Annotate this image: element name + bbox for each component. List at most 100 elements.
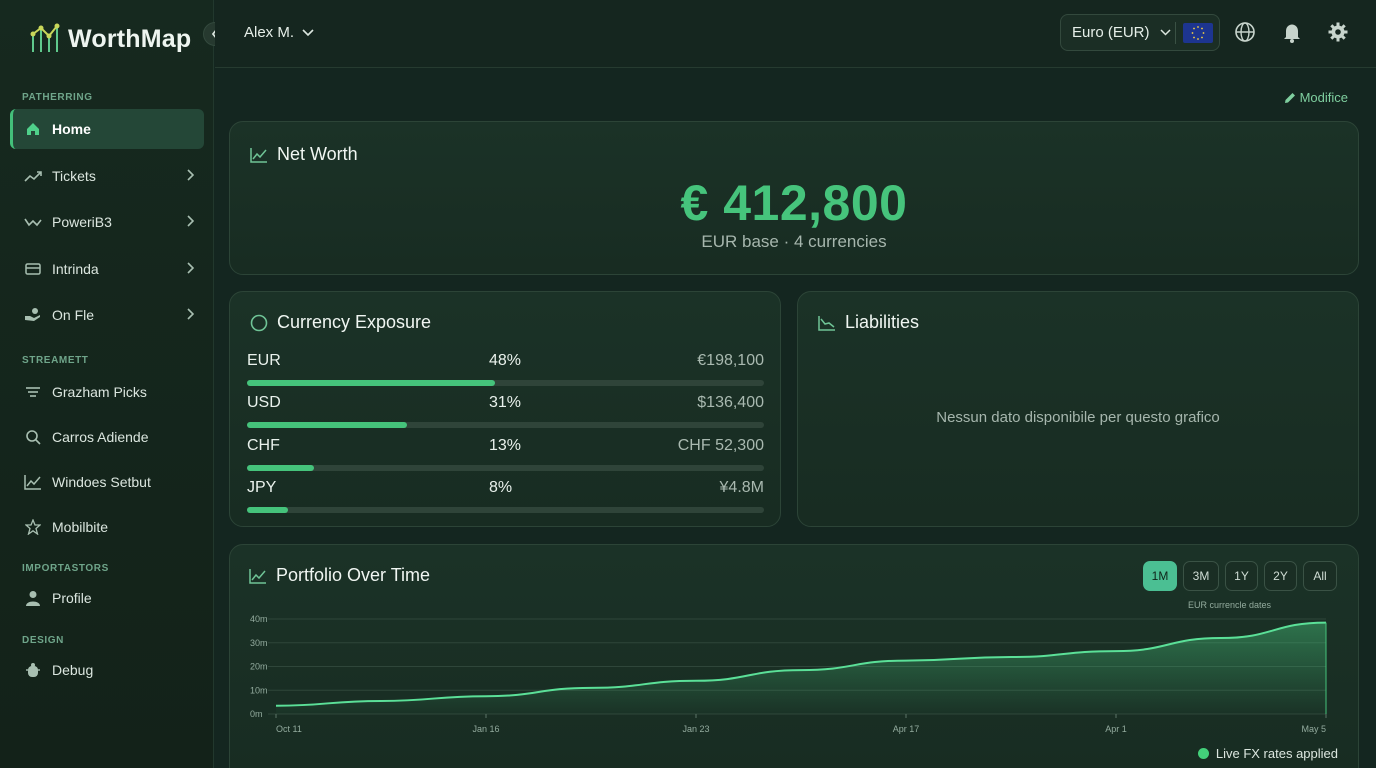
search-icon xyxy=(24,428,42,446)
sidebar-item-home[interactable]: Home xyxy=(10,109,204,149)
logo[interactable]: WorthMap xyxy=(28,22,191,56)
range-button-2y[interactable]: 2Y xyxy=(1264,561,1297,591)
currency-select[interactable]: Euro (EUR) xyxy=(1060,14,1220,51)
sidebar-item-mobilbite[interactable]: Mobilbite xyxy=(10,507,204,547)
progress-fill xyxy=(247,465,315,471)
currency-amount: ¥4.8M xyxy=(719,479,764,496)
net-worth-card: Net Worth € 412,800 EUR base · 4 currenc… xyxy=(229,121,1359,275)
card-icon xyxy=(24,260,42,278)
live-fx-legend: Live FX rates applied xyxy=(1197,746,1338,761)
portfolio-title: Portfolio Over Time xyxy=(276,565,431,585)
net-worth-subtitle: EUR base · 4 currencies xyxy=(701,232,887,251)
card-title: Net Worth xyxy=(250,144,358,165)
currency-percent: 8% xyxy=(489,479,513,496)
progress-track xyxy=(247,380,764,386)
status-dot xyxy=(1197,748,1209,759)
chevron-right-icon xyxy=(187,308,194,320)
y-tick-label: 40m xyxy=(250,614,268,624)
edit-link[interactable]: Modifice xyxy=(1284,90,1348,105)
section-title-streamett: STREAMETT xyxy=(22,355,89,366)
net-worth-value: € 412,800 xyxy=(680,175,908,231)
currency-amount: €198,100 xyxy=(697,352,764,369)
progress-fill xyxy=(247,380,496,386)
sidebar-item-intrinda[interactable]: Intrinda xyxy=(10,249,204,289)
sidebar-item-label: Grazham Picks xyxy=(52,384,147,400)
range-button-1m[interactable]: 1M xyxy=(1143,561,1177,591)
home-icon xyxy=(24,120,42,138)
x-tick-label: May 5 xyxy=(1301,724,1326,734)
star-icon xyxy=(24,518,42,536)
range-button-3m[interactable]: 3M xyxy=(1183,561,1219,591)
sidebar-item-label: Debug xyxy=(52,662,94,678)
currency-percent: 13% xyxy=(489,437,522,454)
app-name: WorthMap xyxy=(68,24,192,53)
user-icon xyxy=(24,589,42,607)
sidebar-item-carros-adiende[interactable]: Carros Adiende xyxy=(10,417,204,457)
liabilities-title: Liabilities xyxy=(845,312,920,332)
line-chart-icon xyxy=(249,568,266,584)
chevron-down-icon xyxy=(1159,29,1171,36)
card-title: Liabilities xyxy=(818,312,919,333)
exposure-row-eur: EUR 48% €198,100 xyxy=(247,352,764,394)
exposure-row-usd: USD 31% $136,400 xyxy=(247,394,764,436)
empty-state-message: Nessun dato disponibile per questo grafi… xyxy=(936,409,1220,426)
sidebar-item-debug[interactable]: Debug xyxy=(10,650,204,690)
y-tick-label: 10m xyxy=(250,685,268,695)
line-chart-icon xyxy=(250,147,267,163)
user-name: Alex M. xyxy=(244,24,295,41)
worthmap-logo-icon xyxy=(30,23,60,52)
exposure-row-chf: CHF 13% CHF 52,300 xyxy=(247,437,764,479)
currency-code: EUR xyxy=(247,352,281,369)
live-fx-label: Live FX rates applied xyxy=(1215,746,1338,761)
x-tick-label: Jan 16 xyxy=(472,724,499,734)
trend-wave-icon xyxy=(24,213,42,231)
portfolio-card: Portfolio Over Time 1M 3M 1Y 2Y All EUR … xyxy=(229,544,1359,768)
progress-fill xyxy=(247,422,408,428)
sidebar-item-label: PoweriB3 xyxy=(52,214,112,230)
globe-icon[interactable] xyxy=(1234,21,1256,43)
y-tick-label: 20m xyxy=(250,662,268,672)
sidebar: WorthMap PATHERRING Home Tickets PoweriB… xyxy=(0,0,214,768)
card-title: Currency Exposure xyxy=(250,312,431,333)
trend-down-icon xyxy=(818,315,835,331)
bell-icon[interactable] xyxy=(1281,21,1303,43)
sidebar-item-label: Carros Adiende xyxy=(52,429,149,445)
x-tick-label: Jan 23 xyxy=(682,724,709,734)
sidebar-item-profile[interactable]: Profile xyxy=(10,578,204,618)
gear-icon[interactable] xyxy=(1327,21,1349,43)
portfolio-chart: 0m 10m 20m 30m 40m Oct 11 Jan 16 Jan 23 Apr 17 Ap… xyxy=(250,614,1327,734)
section-title-patherring: PATHERRING xyxy=(22,92,93,103)
range-button-all[interactable]: All xyxy=(1303,561,1337,591)
chevron-right-icon xyxy=(187,262,194,274)
chevron-right-icon xyxy=(187,215,194,227)
user-menu[interactable]: Alex M. xyxy=(244,24,314,41)
currency-select-value: Euro (EUR) xyxy=(1072,24,1150,41)
y-tick-label: 30m xyxy=(250,638,268,648)
sidebar-item-grazham-picks[interactable]: Grazham Picks xyxy=(10,372,204,412)
exposure-row-jpy: JPY 8% ¥4.8M xyxy=(247,479,764,521)
currency-amount: $136,400 xyxy=(697,394,764,411)
edit-link-label: Modifice xyxy=(1299,90,1348,105)
chevron-right-icon xyxy=(187,169,194,181)
currency-amount: CHF 52,300 xyxy=(677,437,764,454)
sidebar-item-label: Intrinda xyxy=(52,261,99,277)
filter-icon xyxy=(24,383,42,401)
card-title: Portfolio Over Time xyxy=(249,565,430,586)
sidebar-item-powerib3[interactable]: PoweriB3 xyxy=(10,202,204,242)
series-area xyxy=(276,622,1326,714)
liabilities-card: Liabilities Nessun dato disponibile per … xyxy=(797,291,1359,527)
progress-track xyxy=(247,507,764,513)
sidebar-item-label: Tickets xyxy=(52,168,96,184)
series-line xyxy=(275,621,1327,707)
sidebar-item-tickets[interactable]: Tickets xyxy=(10,156,204,196)
sidebar-item-on-fle[interactable]: On Fle xyxy=(10,295,204,335)
range-button-1y[interactable]: 1Y xyxy=(1225,561,1258,591)
progress-track xyxy=(247,422,764,428)
x-tick-label: Apr 1 xyxy=(1105,724,1127,734)
currency-percent: 48% xyxy=(489,352,522,369)
progress-fill xyxy=(247,507,289,513)
net-worth-title: Net Worth xyxy=(277,144,358,164)
progress-track xyxy=(247,465,764,471)
sidebar-item-windoes-setbut[interactable]: Windoes Setbut xyxy=(10,462,204,502)
chart-note: EUR currencle dates xyxy=(1187,600,1271,610)
